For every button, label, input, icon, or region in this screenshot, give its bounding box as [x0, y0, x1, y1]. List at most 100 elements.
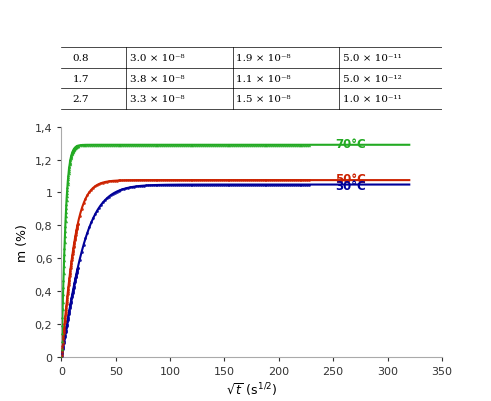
Point: [269, 142, 276, 149]
Point: [62, 209, 70, 216]
Text: 1.9 × 10⁻⁸: 1.9 × 10⁻⁸: [237, 54, 291, 63]
Point: [239, 178, 247, 184]
Point: [74, 143, 82, 150]
Point: [181, 178, 189, 184]
Point: [138, 142, 146, 149]
Point: [72, 233, 80, 239]
Point: [165, 182, 173, 188]
Point: [214, 142, 222, 149]
Point: [267, 142, 274, 149]
Point: [78, 142, 85, 149]
Point: [167, 142, 175, 149]
Point: [68, 151, 76, 157]
Point: [105, 194, 113, 200]
Point: [247, 182, 255, 188]
Point: [73, 144, 81, 150]
Point: [64, 314, 72, 320]
Point: [65, 277, 73, 283]
Point: [63, 297, 71, 304]
Point: [210, 142, 218, 149]
Point: [72, 145, 80, 151]
Point: [276, 182, 284, 188]
Point: [64, 174, 72, 180]
Point: [89, 215, 97, 222]
Point: [257, 178, 265, 184]
Point: [221, 182, 229, 188]
Point: [68, 152, 76, 159]
Point: [272, 178, 280, 184]
Point: [59, 332, 67, 338]
Point: [57, 354, 65, 360]
Point: [158, 178, 165, 184]
Point: [177, 182, 185, 188]
Point: [192, 182, 200, 188]
Point: [69, 245, 77, 252]
Point: [73, 227, 81, 234]
Point: [72, 144, 80, 151]
Point: [194, 182, 202, 188]
Point: [189, 142, 196, 149]
Point: [191, 182, 198, 188]
Point: [61, 319, 69, 326]
Point: [204, 178, 212, 184]
Point: [146, 182, 154, 189]
Point: [67, 300, 75, 306]
Point: [219, 178, 227, 184]
Point: [208, 182, 216, 188]
Point: [62, 305, 70, 311]
Point: [122, 178, 130, 184]
Point: [68, 255, 76, 262]
Point: [192, 178, 200, 184]
Point: [66, 306, 74, 312]
Point: [67, 156, 75, 162]
Point: [261, 142, 269, 149]
Point: [93, 208, 101, 215]
Point: [74, 221, 82, 228]
Point: [173, 178, 181, 184]
Point: [294, 178, 301, 184]
Point: [64, 286, 72, 292]
Point: [249, 178, 257, 184]
Point: [63, 194, 71, 200]
Point: [65, 164, 73, 171]
Point: [116, 187, 124, 194]
Point: [58, 330, 66, 336]
Point: [58, 338, 66, 344]
Point: [69, 290, 77, 296]
Point: [286, 182, 294, 188]
Point: [216, 182, 224, 188]
Point: [64, 312, 72, 319]
Point: [72, 231, 80, 237]
Point: [74, 265, 82, 271]
Point: [68, 152, 76, 158]
Point: [65, 166, 73, 173]
Point: [114, 142, 122, 149]
Point: [57, 352, 65, 359]
Point: [126, 178, 134, 184]
Point: [146, 142, 154, 149]
Point: [59, 299, 67, 305]
Point: [71, 279, 79, 285]
Point: [60, 251, 68, 257]
Point: [59, 341, 67, 347]
Point: [103, 196, 111, 202]
Point: [241, 178, 249, 184]
Point: [60, 257, 68, 263]
Point: [148, 178, 156, 184]
Point: [76, 143, 83, 149]
Point: [134, 184, 142, 190]
Point: [87, 220, 95, 226]
Point: [63, 322, 71, 328]
Point: [144, 142, 152, 149]
Text: 70°C: 70°C: [335, 138, 366, 151]
Point: [177, 142, 185, 149]
Text: 1.5 × 10⁻⁸: 1.5 × 10⁻⁸: [237, 95, 291, 104]
Point: [162, 178, 169, 184]
Point: [66, 304, 74, 311]
Point: [255, 178, 263, 184]
Point: [105, 142, 113, 149]
Y-axis label: m (%): m (%): [16, 223, 29, 261]
Point: [118, 186, 126, 193]
Point: [305, 178, 313, 184]
Point: [116, 142, 124, 149]
